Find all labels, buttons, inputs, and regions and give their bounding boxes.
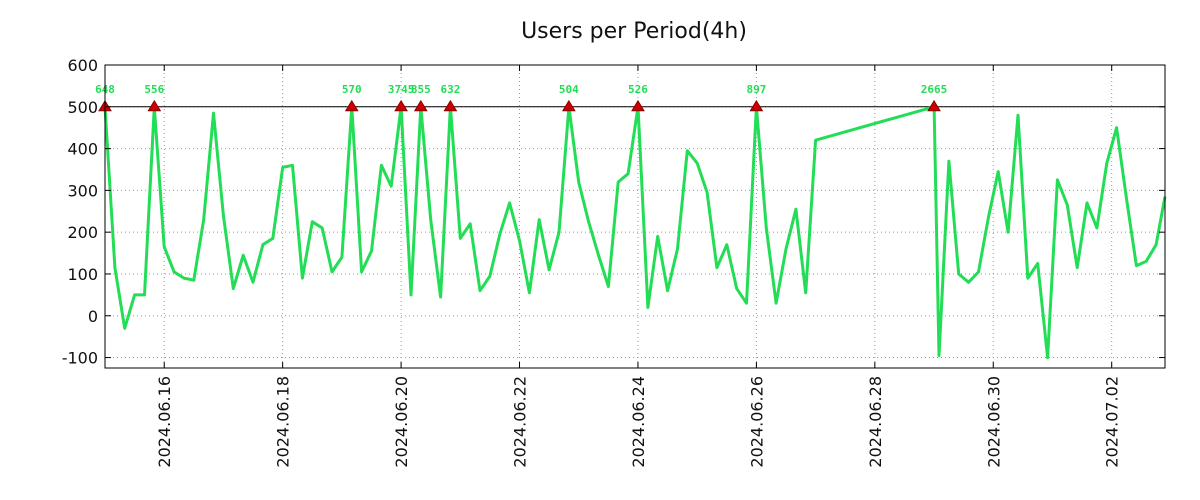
- x-tick-label: 2024.07.02: [1103, 376, 1122, 468]
- y-tick-label: 500: [67, 98, 98, 117]
- plot-area-frame: [104, 64, 1166, 369]
- x-axis-ticks: 2024.06.16 2024.06.18 2024.06.20 2024.06.22…: [155, 65, 1122, 468]
- y-axis-ticks: -100 0 100 200 300 400 500 600: [62, 56, 1165, 368]
- peak-marker: [147, 99, 162, 112]
- peak-marker: [394, 99, 408, 112]
- x-tick-label: 2024.06.22: [511, 376, 530, 468]
- x-tick-label: 2024.06.30: [984, 376, 1003, 468]
- peak-value-label: 526: [628, 83, 648, 96]
- series-group: [103, 105, 1167, 360]
- peak-value-label: 897: [746, 83, 766, 96]
- y-tick-label: 300: [67, 181, 98, 200]
- peak-marker: [561, 99, 576, 112]
- x-tick-label: 2024.06.24: [629, 376, 648, 468]
- peak-value-label: 3745: [388, 83, 415, 96]
- y-tick-label: 100: [67, 265, 98, 284]
- peak-marker: [344, 99, 359, 112]
- x-tick-label: 2024.06.28: [866, 376, 885, 468]
- x-tick-label: 2024.06.20: [392, 376, 411, 468]
- x-tick-label: 2024.06.18: [274, 376, 293, 468]
- peak-value-label: 504: [559, 83, 579, 96]
- peak-value-label: 556: [144, 83, 164, 96]
- y-tick-label: 600: [67, 56, 98, 75]
- peak-marker: [443, 99, 458, 112]
- peak-marker: [927, 99, 941, 112]
- y-tick-label: 0: [88, 307, 98, 326]
- x-tick-label: 2024.06.16: [155, 376, 174, 468]
- x-tick-label: 2024.06.26: [747, 376, 766, 468]
- y-tick-label: 400: [67, 140, 98, 159]
- peak-value-label: 632: [440, 83, 460, 96]
- peak-value-label: 855: [411, 83, 431, 96]
- series-line-users: [103, 105, 1167, 360]
- y-tick-label: 200: [67, 223, 98, 242]
- peak-value-label: 570: [342, 83, 362, 96]
- chart-title: Users per Period(4h): [521, 19, 747, 44]
- peak-marker: [413, 99, 428, 112]
- peak-markers: [98, 99, 941, 112]
- peak-value-label: 2665: [921, 83, 948, 96]
- peak-marker: [631, 99, 645, 112]
- y-tick-label: -100: [62, 349, 98, 368]
- peak-marker: [749, 99, 764, 112]
